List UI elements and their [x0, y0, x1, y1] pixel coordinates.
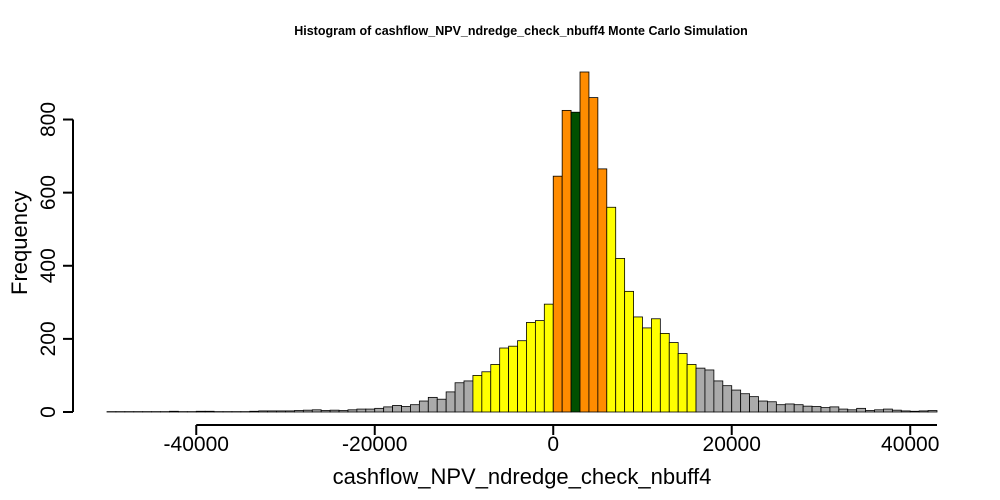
histogram-bar: [526, 322, 536, 413]
y-axis-label: Frequency: [7, 191, 32, 295]
histogram-bar: [552, 175, 563, 413]
histogram-bar: [838, 408, 849, 413]
histogram-bar: [668, 342, 679, 413]
histogram-bar: [793, 404, 804, 413]
histogram-bar: [517, 340, 527, 413]
histogram-bar: [481, 371, 492, 413]
histogram-bar: [579, 71, 590, 413]
histogram-bar: [811, 406, 822, 413]
histogram-bar: [249, 410, 260, 413]
histogram-bar: [427, 396, 438, 413]
histogram-bar: [383, 406, 393, 413]
histogram-bar: [436, 398, 447, 413]
histogram-bar: [606, 206, 617, 413]
histogram-bar: [633, 316, 643, 413]
x-axis-label: cashflow_NPV_ndredge_check_nbuff4: [333, 464, 712, 489]
histogram-bar: [722, 385, 733, 413]
histogram-bar: [302, 409, 313, 413]
histogram-bar: [642, 327, 652, 413]
histogram-bar: [847, 409, 858, 413]
histogram-bar: [445, 391, 456, 413]
histogram-bar: [927, 410, 938, 413]
y-tick-label: 0: [37, 406, 60, 418]
histogram-bar: [686, 364, 697, 413]
histogram-bar: [204, 410, 215, 413]
y-tick-label: 200: [37, 321, 60, 356]
histogram-bar: [329, 409, 340, 413]
histogram-bar: [891, 409, 902, 413]
histogram-bar: [615, 258, 626, 413]
histogram-bar: [731, 389, 742, 413]
histogram-bar: [365, 408, 376, 413]
histogram-bar: [338, 410, 349, 413]
x-tick-label: -40000: [164, 433, 229, 456]
histogram-bar: [410, 404, 420, 413]
histogram-bar: [195, 410, 206, 413]
histogram-bar: [320, 410, 331, 413]
y-axis: 0 200 400 600 800: [37, 102, 74, 418]
histogram-bar: [570, 111, 581, 413]
histogram-bar: [463, 380, 474, 413]
histogram-bar: [374, 407, 385, 413]
histogram-bar: [347, 409, 358, 413]
histogram-bar: [267, 410, 277, 413]
histogram-bar: [508, 345, 518, 413]
x-axis: -40000 -20000 0 20000 40000: [164, 424, 939, 456]
histogram-bar: [775, 404, 786, 413]
y-tick-label: 600: [37, 175, 60, 210]
histogram-bar: [311, 409, 322, 413]
histogram-bar: [802, 405, 813, 413]
histogram-bar: [499, 347, 510, 413]
histogram-bar: [356, 408, 367, 413]
histogram-bar: [865, 410, 875, 413]
histogram-bar: [784, 403, 795, 413]
histogram-bar: [713, 380, 724, 413]
histogram-bar: [695, 367, 706, 413]
histogram-bar: [401, 406, 411, 413]
histogram-bar: [543, 303, 554, 413]
histogram-bar: [677, 353, 688, 413]
x-tick-label: 0: [547, 433, 559, 456]
histogram-bar: [169, 410, 179, 413]
histogram-bar: [258, 410, 269, 413]
histogram-bar: [874, 409, 884, 413]
histogram-bar: [454, 382, 465, 413]
histogram-bar: [740, 393, 750, 413]
histogram-bar: [418, 400, 429, 413]
histogram-bar: [561, 109, 572, 413]
x-tick-label: 40000: [881, 433, 939, 456]
histogram-bar: [856, 407, 867, 413]
histogram-bar: [900, 410, 911, 413]
histogram-bar: [624, 290, 634, 413]
histogram-bar: [758, 400, 768, 413]
histogram-bar: [534, 320, 545, 413]
y-tick-label: 400: [37, 248, 60, 283]
histogram-bar: [820, 407, 831, 413]
histogram-bar: [597, 168, 608, 413]
histogram-bar: [918, 410, 929, 413]
x-tick-label: -20000: [342, 433, 407, 456]
histogram-bar: [883, 408, 893, 413]
x-tick-label: 20000: [703, 433, 761, 456]
histogram-bar: [749, 396, 759, 413]
histogram-bar: [472, 375, 483, 413]
histogram-bar: [490, 364, 501, 413]
chart-title: Histogram of cashflow_NPV_ndredge_check_…: [294, 24, 748, 38]
histogram-bar: [392, 405, 402, 413]
histogram-bar: [659, 332, 670, 413]
histogram-bar: [829, 406, 840, 413]
bars-group: [106, 71, 938, 413]
histogram-bar: [588, 97, 599, 413]
y-tick-label: 800: [37, 102, 60, 137]
histogram-bar: [294, 410, 304, 413]
histogram-bar: [651, 318, 661, 413]
histogram-bar: [285, 410, 295, 413]
histogram-bar: [704, 369, 715, 413]
histogram-bar: [767, 401, 777, 413]
histogram-bar: [276, 410, 286, 413]
histogram-bar: [909, 410, 920, 413]
